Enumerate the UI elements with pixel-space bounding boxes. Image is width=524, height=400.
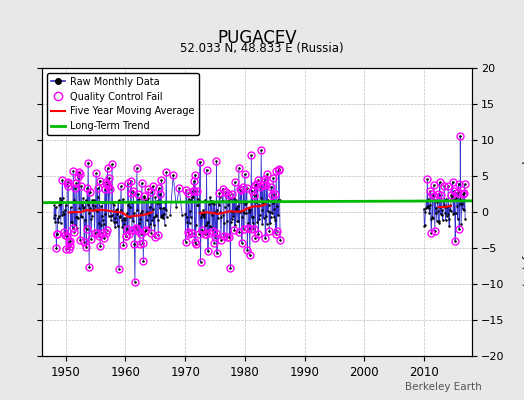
Text: Berkeley Earth: Berkeley Earth bbox=[406, 382, 482, 392]
Title: PUGACEV: PUGACEV bbox=[217, 29, 297, 47]
Text: 52.033 N, 48.833 E (Russia): 52.033 N, 48.833 E (Russia) bbox=[180, 42, 344, 55]
Y-axis label: Temperature Anomaly (°C): Temperature Anomaly (°C) bbox=[521, 138, 524, 286]
Legend: Raw Monthly Data, Quality Control Fail, Five Year Moving Average, Long-Term Tren: Raw Monthly Data, Quality Control Fail, … bbox=[47, 73, 199, 135]
